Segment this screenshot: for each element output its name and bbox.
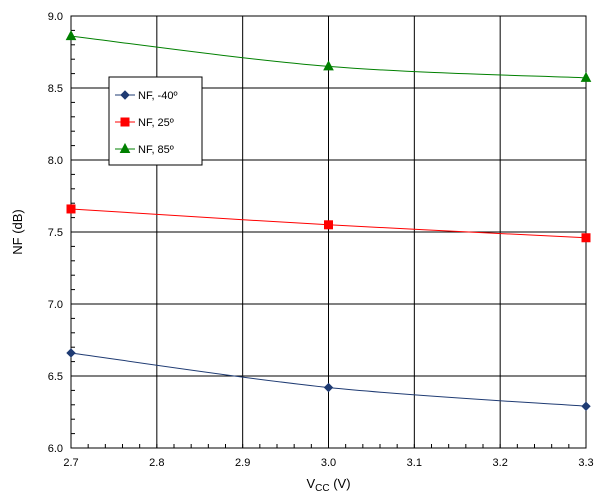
- data-point: [323, 382, 334, 393]
- legend-marker: [120, 90, 130, 100]
- y-tick-label: 8.5: [48, 83, 63, 95]
- y-tick-labels: 6.0 6.5 7.0 7.5 8.0 8.5 9.0: [48, 11, 63, 455]
- data-point: [580, 71, 592, 82]
- x-tick-label: 2.7: [63, 457, 78, 469]
- y-tick-label: 8.0: [48, 155, 63, 167]
- y-tick-label: 7.0: [48, 299, 63, 311]
- x-axis-label: VCC (V): [306, 476, 350, 494]
- data-point: [324, 220, 333, 230]
- y-tick-label: 6.5: [48, 371, 63, 383]
- legend-label: NF, 85º: [138, 144, 174, 156]
- x-axis-label-sub: CC: [315, 483, 329, 494]
- legend-label: NF, 25º: [138, 117, 174, 129]
- legend: NF, -40º NF, 25º NF, 85º: [108, 76, 203, 166]
- data-point: [323, 60, 334, 71]
- x-tick-label: 2.9: [235, 457, 250, 469]
- y-tick-label: 9.0: [48, 11, 63, 23]
- data-point: [581, 401, 591, 411]
- data-point: [65, 30, 77, 41]
- data-point: [66, 348, 76, 358]
- x-tick-labels: 2.7 2.8 2.9 3.0 3.1 3.2 3.3: [63, 457, 593, 469]
- x-tick-label: 3.2: [493, 457, 508, 469]
- x-axis-label-main: V: [306, 476, 315, 491]
- plot-frame: [70, 15, 587, 449]
- x-axis-label-unit: (V): [330, 476, 351, 491]
- y-tick-label: 7.5: [48, 227, 63, 239]
- data-point: [66, 204, 76, 214]
- legend-marker: [119, 142, 131, 153]
- x-tick-label: 2.8: [149, 457, 164, 469]
- x-tick-label: 3.0: [321, 457, 336, 469]
- legend-marker: [120, 117, 130, 127]
- y-axis-label: NF (dB): [10, 209, 25, 255]
- x-tick-label: 3.1: [407, 457, 422, 469]
- data-point: [581, 233, 591, 243]
- y-tick-label: 6.0: [48, 443, 63, 455]
- series-layer: [65, 30, 592, 411]
- x-tick-label: 3.3: [578, 457, 593, 469]
- legend-label: NF, -40º: [138, 90, 177, 102]
